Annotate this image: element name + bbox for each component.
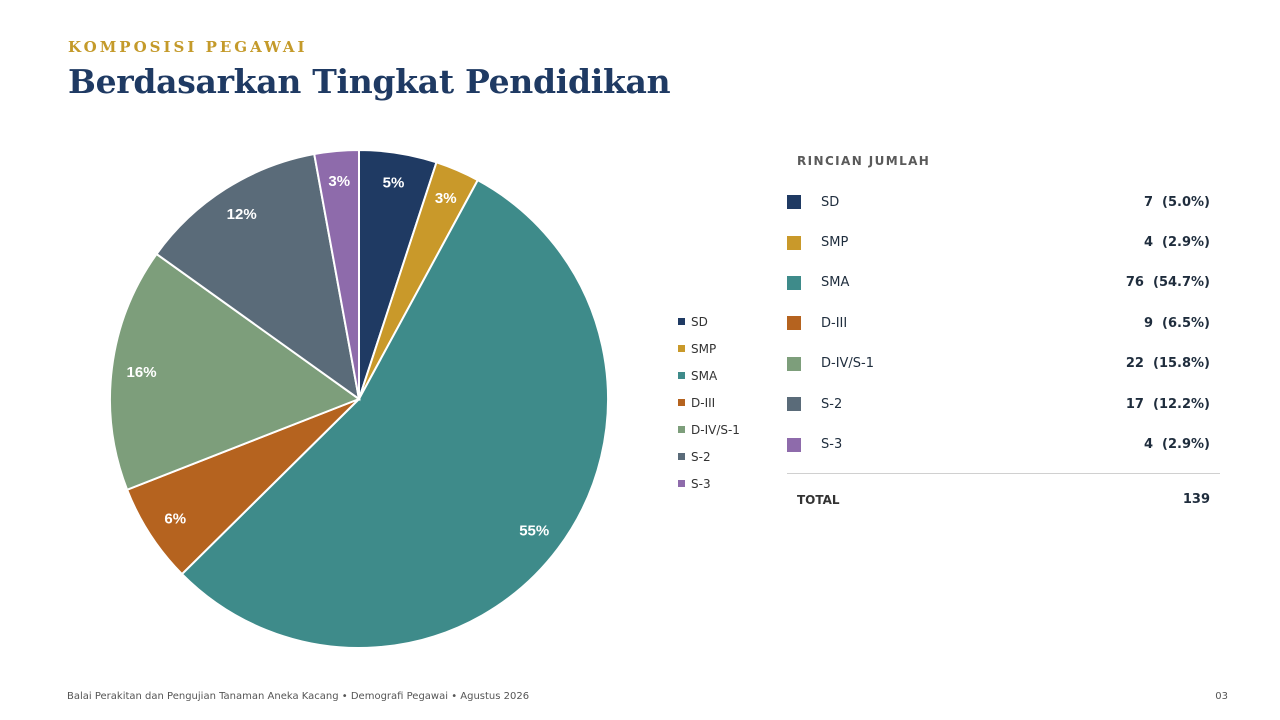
legend-label: S-3 bbox=[691, 476, 711, 491]
chart-legend: SD SMP SMA D-III D-IV/S-1 S-2 S-3 bbox=[678, 308, 740, 497]
breakdown-label: SMP bbox=[821, 235, 849, 251]
legend-swatch bbox=[678, 372, 685, 379]
pie-slice-sma bbox=[180, 178, 609, 649]
legend-item: SMA bbox=[678, 362, 740, 389]
legend-swatch bbox=[678, 345, 685, 352]
pie-data-label: 6% bbox=[164, 510, 186, 527]
pie-slice-s-3 bbox=[313, 148, 360, 400]
total-label: TOTAL bbox=[797, 492, 840, 507]
legend-label: D-IV/S-1 bbox=[691, 422, 740, 437]
breakdown-value: 17 (12.2%) bbox=[1125, 396, 1210, 412]
breakdown-swatch bbox=[787, 316, 801, 331]
breakdown-rows: SD 7 (5.0%) SMP 4 (2.9%) SMA 76 (54.7%) D-III 9… bbox=[787, 182, 1220, 465]
breakdown-value: 4 (2.9%) bbox=[1143, 437, 1210, 453]
legend-swatch bbox=[678, 453, 685, 460]
pie-data-label: 55% bbox=[519, 523, 549, 540]
breakdown-label: D-IV/S-1 bbox=[821, 356, 875, 372]
breakdown-row: SMP 4 (2.9%) bbox=[787, 222, 1220, 262]
legend-item: S-2 bbox=[678, 443, 740, 470]
legend-item: D-III bbox=[678, 389, 740, 416]
breakdown-row: SD 7 (5.0%) bbox=[787, 182, 1220, 222]
legend-label: D-III bbox=[691, 395, 716, 410]
slide-kicker: KOMPOSISI PEGAWAI bbox=[68, 38, 308, 56]
breakdown-value: 7 (5.0%) bbox=[1143, 194, 1210, 210]
breakdown-value: 9 (6.5%) bbox=[1143, 315, 1210, 331]
legend-swatch bbox=[678, 318, 685, 325]
breakdown-divider bbox=[787, 472, 1220, 474]
legend-item: SMP bbox=[678, 335, 740, 362]
breakdown-label: S-2 bbox=[821, 396, 843, 412]
breakdown-label: S-3 bbox=[821, 437, 843, 453]
legend-label: SMA bbox=[691, 368, 718, 383]
pie-data-label: 3% bbox=[435, 190, 457, 207]
pie-data-label: 16% bbox=[127, 364, 157, 381]
pie-data-label: 3% bbox=[328, 173, 350, 190]
legend-item: D-IV/S-1 bbox=[678, 416, 740, 443]
legend-item: S-3 bbox=[678, 470, 740, 497]
breakdown-value: 76 (54.7%) bbox=[1125, 275, 1210, 291]
pie-slice-s-2 bbox=[155, 152, 361, 402]
breakdown-row: S-2 17 (12.2%) bbox=[787, 384, 1220, 424]
page-number: 03 bbox=[1215, 691, 1228, 702]
breakdown-label: SD bbox=[821, 194, 840, 210]
pie-data-label: 5% bbox=[383, 175, 405, 192]
total-value: 139 bbox=[1182, 492, 1210, 508]
breakdown-swatch bbox=[787, 275, 801, 290]
breakdown-value: 4 (2.9%) bbox=[1143, 235, 1210, 251]
legend-label: S-2 bbox=[691, 449, 711, 464]
breakdown-row: SMA 76 (54.7%) bbox=[787, 263, 1220, 303]
breakdown-heading: RINCIAN JUMLAH bbox=[797, 154, 931, 168]
breakdown-row: D-IV/S-1 22 (15.8%) bbox=[787, 344, 1220, 384]
breakdown-label: SMA bbox=[821, 275, 850, 291]
breakdown-row: D-III 9 (6.5%) bbox=[787, 303, 1220, 343]
breakdown-swatch bbox=[787, 235, 801, 250]
legend-label: SMP bbox=[691, 341, 717, 356]
breakdown-value: 22 (15.8%) bbox=[1125, 356, 1210, 372]
breakdown-label: D-III bbox=[821, 315, 848, 331]
breakdown-row: S-3 4 (2.9%) bbox=[787, 424, 1220, 464]
slide-title: Berdasarkan Tingkat Pendidikan bbox=[68, 62, 671, 101]
legend-label: SD bbox=[691, 314, 708, 329]
legend-swatch bbox=[678, 426, 685, 433]
pie-slice-d-iv-s-1 bbox=[109, 252, 362, 492]
breakdown-total-row: TOTAL 139 bbox=[787, 474, 1220, 526]
breakdown-swatch bbox=[787, 356, 801, 371]
pie-data-label: 12% bbox=[227, 206, 257, 223]
legend-item: SD bbox=[678, 308, 740, 335]
breakdown-panel: RINCIAN JUMLAH SD 7 (5.0%) SMP 4 (2.9%) SMA 7… bbox=[787, 154, 1220, 526]
breakdown-swatch bbox=[787, 397, 801, 412]
legend-swatch bbox=[678, 480, 685, 487]
footer-text: Balai Perakitan dan Pengujian Tanaman An… bbox=[67, 691, 530, 702]
breakdown-swatch bbox=[787, 195, 801, 210]
legend-swatch bbox=[678, 399, 685, 406]
breakdown-swatch bbox=[787, 437, 801, 452]
